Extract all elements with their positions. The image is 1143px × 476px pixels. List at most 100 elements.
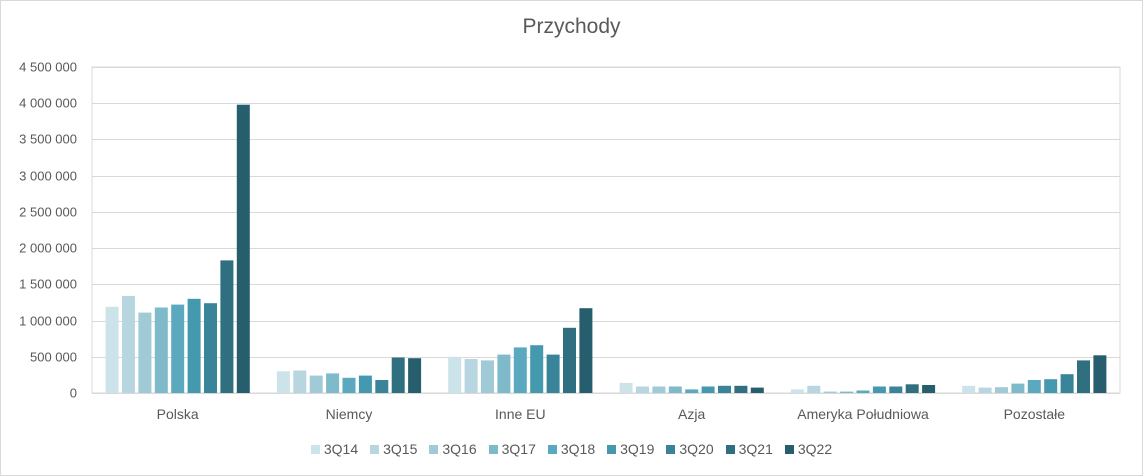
bar-3Q17-inne-eu [497,354,511,393]
legend-label: 3Q21 [738,441,773,457]
bar-3Q18-inne-eu [513,347,527,393]
bar-3Q15-niemcy [293,370,307,393]
legend-swatch [784,444,794,454]
bar-3Q22-azja [750,387,764,393]
y-tick-label: 3 000 000 [19,169,77,184]
bar-3Q15-ameryka-południowa [807,385,821,393]
legend-label: 3Q19 [620,441,655,457]
y-tick-label: 2 000 000 [19,241,77,256]
legend-item: 3Q19 [607,441,654,457]
y-tick-label: 1 500 000 [19,277,77,292]
x-tick-label: Inne EU [495,406,546,422]
bar-3Q18-niemcy [342,377,356,393]
bar-3Q22-polska [236,104,250,393]
bar-3Q19-polska [187,298,201,393]
bar-3Q14-azja [619,382,633,393]
bar-3Q15-polska [122,295,135,393]
bar-3Q14-pozostałe [962,385,976,393]
y-tick-label: 500 000 [30,350,77,365]
legend-label: 3Q22 [797,441,833,457]
legend-label: 3Q16 [442,441,477,457]
bar-3Q22-ameryka-południowa [922,385,936,393]
bar-3Q14-polska [105,306,119,393]
bar-3Q18-polska [171,304,185,393]
bar-3Q19-azja [701,386,715,393]
legend-swatch [370,444,380,454]
legend-label: 3Q18 [560,441,596,457]
bar-3Q20-polska [204,303,217,393]
bar-3Q20-pozostałe [1060,374,1074,393]
bar-3Q14-ameryka-południowa [790,389,804,393]
bar-3Q17-pozostałe [1011,383,1025,393]
legend-item: 3Q16 [429,441,477,457]
legend-swatch [607,444,617,454]
legend-item: 3Q17 [488,441,536,457]
bar-3Q21-polska [220,260,234,393]
bar-3Q19-ameryka-południowa [872,386,886,393]
bar-3Q19-pozostałe [1044,379,1058,393]
bar-3Q15-azja [636,386,649,393]
bar-3Q20-niemcy [375,380,389,393]
bar-3Q17-ameryka-południowa [840,391,854,393]
bar-3Q19-inne-eu [530,345,544,393]
chart-title: Przychody [522,15,621,38]
bar-3Q15-inne-eu [464,359,478,393]
bar-3Q21-ameryka-południowa [905,384,919,393]
bar-3Q16-ameryka-południowa [823,391,837,393]
legend-item: 3Q18 [547,441,596,457]
chart-legend: 3Q14 3Q15 3Q16 3Q17 3Q18 3Q19 3Q20 3Q21 3Q22 [1,441,1142,457]
legend-item: 3Q20 [666,441,714,457]
x-tick-label: Niemcy [326,406,373,422]
legend-label: 3Q14 [323,441,359,457]
bar-3Q22-niemcy [408,358,422,393]
bar-3Q21-pozostałe [1077,360,1090,393]
legend-label: 3Q15 [383,441,418,457]
y-tick-label: 0 [70,386,77,401]
legend-label: 3Q17 [501,441,536,457]
bar-3Q18-pozostałe [1027,380,1041,393]
bar-3Q18-ameryka-południowa [856,390,870,393]
bar-3Q16-azja [652,386,666,393]
x-tick-label: Ameryka Południowa [797,406,929,422]
bar-3Q15-pozostałe [978,387,992,393]
x-tick-label: Azja [678,406,705,422]
legend-item: 3Q14 [310,441,359,457]
legend-swatch [725,444,735,454]
legend-item: 3Q22 [784,441,833,457]
bar-3Q20-azja [718,385,731,393]
bar-3Q21-azja [734,385,748,393]
y-tick-label: 3 500 000 [19,132,77,147]
legend-swatch [488,444,498,454]
bar-3Q16-pozostałe [995,387,1008,393]
bar-3Q17-azja [668,386,682,393]
bar-3Q21-niemcy [391,357,405,393]
bar-3Q16-polska [138,312,152,393]
bar-3Q18-azja [685,389,699,393]
legend-item: 3Q21 [725,441,773,457]
bar-3Q20-ameryka-południowa [889,386,903,393]
y-tick-label: 4 500 000 [19,60,77,75]
y-tick-label: 1 000 000 [19,314,77,329]
y-tick-label: 2 500 000 [19,205,77,220]
bar-3Q21-inne-eu [563,327,576,393]
bar-3Q16-inne-eu [481,360,494,393]
bar-3Q16-niemcy [309,375,323,393]
bar-3Q22-inne-eu [579,308,593,393]
x-tick-label: Pozostałe [1004,406,1066,422]
legend-swatch [547,444,557,454]
y-tick-label: 4 000 000 [19,96,77,111]
legend-swatch [429,444,439,454]
legend-item: 3Q15 [370,441,417,457]
bar-3Q17-polska [154,307,168,393]
bar-3Q19-niemcy [358,375,372,393]
legend-swatch [666,444,676,454]
bar-3Q14-inne-eu [448,356,462,393]
x-tick-label: Polska [157,406,199,422]
bar-3Q20-inne-eu [546,354,560,393]
legend-label: 3Q20 [679,441,714,457]
bar-3Q17-niemcy [326,373,340,393]
legend-swatch [310,444,320,454]
bar-3Q22-pozostałe [1093,355,1107,393]
